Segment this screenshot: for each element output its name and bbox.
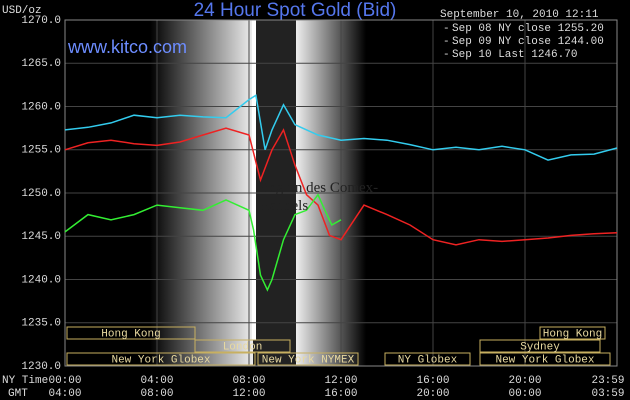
session-box xyxy=(479,339,601,353)
annotation: Beginn des Comex-Handels xyxy=(259,180,378,214)
x-row-label: GMT xyxy=(8,388,28,400)
session-box xyxy=(479,352,611,366)
session-box xyxy=(257,352,359,366)
y-tick-label: 1230.0 xyxy=(21,361,61,373)
session-label: London xyxy=(223,341,263,353)
y-tick-label: 1245.0 xyxy=(21,231,61,243)
x-tick-label: 12:00 xyxy=(324,375,357,387)
session-label: New York Globex xyxy=(111,354,210,366)
x-tick-label: 04:00 xyxy=(140,375,173,387)
session-box xyxy=(539,326,606,340)
x-tick-label: 16:00 xyxy=(416,375,449,387)
legend-marker: - xyxy=(443,23,450,35)
session-label: New York NYMEX xyxy=(262,354,355,366)
gmt-tick-label: 12:00 xyxy=(232,388,265,400)
y-tick-label: 1255.0 xyxy=(21,145,61,157)
series-line xyxy=(64,94,618,161)
session-box xyxy=(384,352,471,366)
site: www.kitco.com xyxy=(67,37,187,57)
series-line xyxy=(64,193,342,292)
x-tick-label: 00:00 xyxy=(48,375,81,387)
session-box xyxy=(66,326,196,340)
legend-label: Sep 10 Last 1246.70 xyxy=(452,49,577,61)
y-tick-label: 1260.0 xyxy=(21,101,61,113)
gmt-tick-label: 16:00 xyxy=(324,388,357,400)
gmt-tick-label: 00:00 xyxy=(508,388,541,400)
session-label: New York Globex xyxy=(495,354,594,366)
plot-frame xyxy=(64,19,618,367)
session-box xyxy=(194,339,291,353)
y-label: USD/oz xyxy=(2,5,42,17)
gmt-tick-label: 03:59 xyxy=(591,388,624,400)
y-tick-label: 1235.0 xyxy=(21,318,61,330)
y-tick-label: 1265.0 xyxy=(21,58,61,70)
timestamp: September 10, 2010 12:11 xyxy=(440,9,599,21)
legend-marker: - xyxy=(443,36,450,48)
session-label: Sydney xyxy=(520,341,560,353)
gmt-tick-label: 08:00 xyxy=(140,388,173,400)
session-label: Hong Kong xyxy=(101,328,160,340)
session-label: Hong Kong xyxy=(543,328,602,340)
y-tick-label: 1240.0 xyxy=(21,274,61,286)
gmt-tick-label: 20:00 xyxy=(416,388,449,400)
session-box xyxy=(66,352,256,366)
legend-label: Sep 08 NY close 1255.20 xyxy=(452,23,604,35)
legend-label: Sep 09 NY close 1244.00 xyxy=(452,36,604,48)
x-tick-label: 23:59 xyxy=(591,375,624,387)
y-tick-label: 1270.0 xyxy=(21,15,61,27)
series-line xyxy=(64,127,618,246)
gmt-tick-label: 04:00 xyxy=(48,388,81,400)
y-tick-label: 1250.0 xyxy=(21,188,61,200)
x-row-label: NY Time xyxy=(2,375,48,387)
x-tick-label: 08:00 xyxy=(232,375,265,387)
x-tick-label: 20:00 xyxy=(508,375,541,387)
session-label: NY Globex xyxy=(398,354,458,366)
legend-marker: - xyxy=(443,49,450,61)
chart-title: 24 Hour Spot Gold (Bid) xyxy=(194,0,397,21)
